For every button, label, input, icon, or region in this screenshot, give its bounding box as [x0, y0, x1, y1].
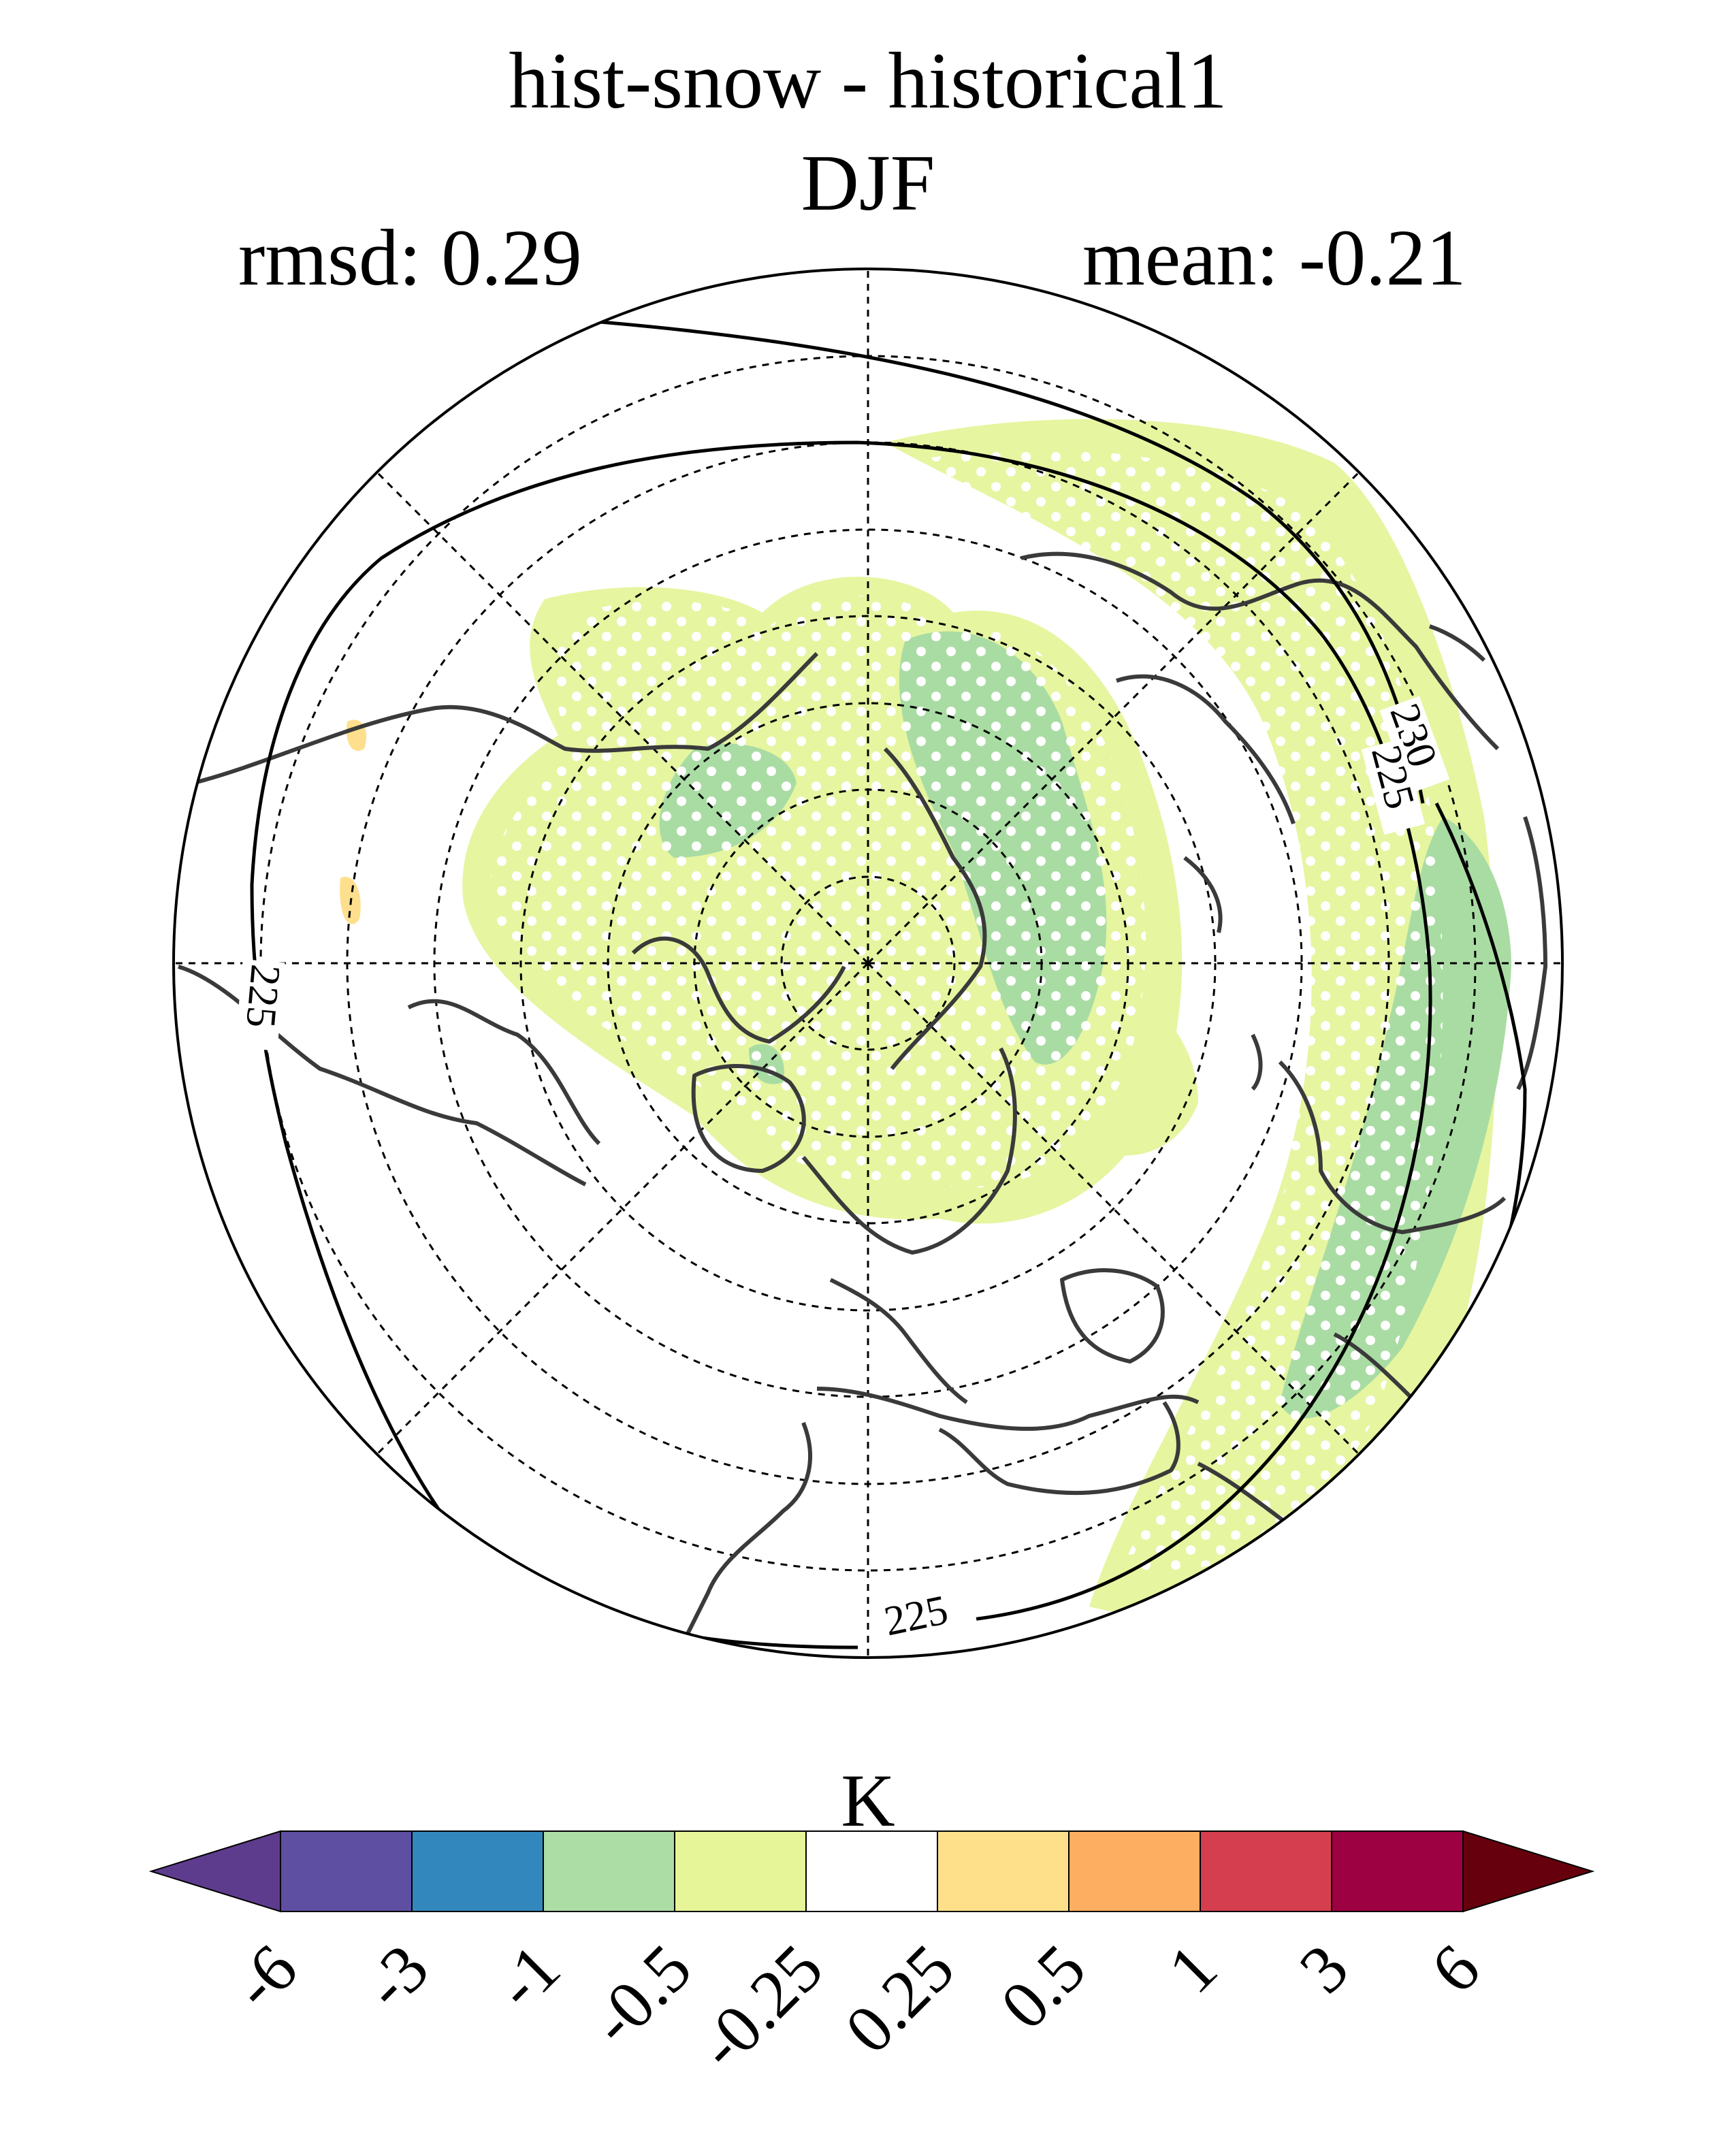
colorbar-tick-label: -1 — [481, 1930, 574, 2023]
colorbar-box — [674, 1830, 807, 1912]
colorbar-extend-low — [148, 1830, 281, 1913]
colorbar-box — [937, 1830, 1070, 1912]
colorbar-tick-label: -0.5 — [576, 1930, 705, 2059]
anomaly-fill-orange — [340, 720, 367, 924]
contour-label: 225 — [880, 1587, 952, 1645]
colorbar-boxes — [148, 1830, 1595, 1913]
polar-map: 230 225 225 225 — [172, 268, 1564, 1659]
colorbar-tick-label: 0.25 — [831, 1930, 968, 2067]
colorbar-tick-label: -3 — [349, 1930, 443, 2023]
rmsd-label: rmsd: 0.29 — [238, 213, 582, 302]
colorbar-box — [280, 1830, 413, 1912]
colorbar-tick-label: -6 — [218, 1930, 311, 2023]
contour-label: 225 — [237, 963, 289, 1030]
colorbar-box — [1200, 1830, 1332, 1912]
colorbar-tick-label: 6 — [1417, 1930, 1494, 2007]
colorbar-tick-label: 1 — [1154, 1930, 1232, 2007]
colorbar-box — [805, 1830, 938, 1912]
map-interior — [174, 269, 1562, 1658]
season-label: DJF — [801, 138, 935, 227]
colorbar-box — [411, 1830, 544, 1912]
coastlines — [178, 551, 1547, 1658]
colorbar: -6 -3 -1 -0.5-0.250.25 0.5 1 3 6 — [148, 1830, 1595, 2084]
colorbar-extend-high — [1462, 1830, 1595, 1913]
colorbar-box — [1331, 1830, 1464, 1912]
colorbar-box — [1068, 1830, 1201, 1912]
colorbar-tick-label: -0.25 — [684, 1930, 837, 2084]
map-border — [172, 268, 1564, 1659]
colorbar-tick-label: 0.5 — [986, 1930, 1100, 2044]
colorbar-tick-label: 3 — [1285, 1930, 1363, 2007]
colorbar-ticks: -6 -3 -1 -0.5-0.250.25 0.5 1 3 6 — [218, 1930, 1494, 2084]
colorbar-unit: K — [841, 1759, 895, 1842]
map-title: hist-snow - historical1 — [509, 36, 1227, 125]
mean-label: mean: -0.21 — [1082, 213, 1466, 302]
colorbar-box — [543, 1830, 675, 1912]
